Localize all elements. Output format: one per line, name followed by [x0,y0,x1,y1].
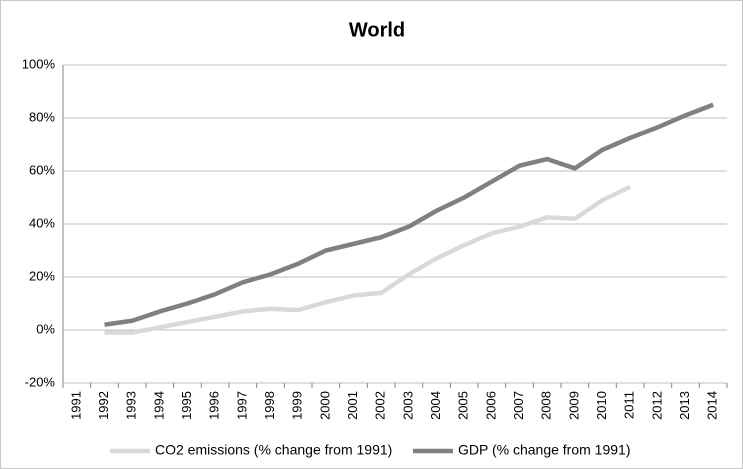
x-tick-label: 2003 [400,391,415,420]
y-tick-label: 20% [29,268,55,283]
x-tick-label: 2011 [622,391,637,419]
x-tick-label: 2000 [317,391,332,420]
x-tick-label: 1993 [124,391,139,420]
y-tick-label: 40% [29,215,55,230]
x-tick-label: 2013 [677,391,692,420]
x-tick-label: 2014 [705,391,720,420]
x-tick-label: 1996 [207,391,222,420]
y-tick-label: 0% [36,321,55,336]
x-tick-label: 1999 [290,391,305,420]
x-tick-label: 1992 [96,391,111,420]
y-tick-label: 60% [29,162,55,177]
x-tick-label: 2002 [373,391,388,420]
x-tick-label: 2007 [511,391,526,420]
series-line [104,102,714,327]
x-tick-label: 1997 [234,391,249,420]
x-tick-label: 2010 [594,391,609,420]
y-tick-label: 100% [22,56,56,71]
y-tick-label: 80% [29,109,55,124]
legend-label: GDP (% change from 1991) [458,442,631,458]
x-tick-label: 1995 [179,391,194,420]
chart-title: World [349,19,405,41]
x-tick-label: 2004 [428,391,443,420]
legend-label: CO2 emissions (% change from 1991) [155,442,392,458]
x-tick-label: 2001 [345,391,360,420]
x-tick-label: 2012 [649,391,664,420]
series-line [104,184,632,335]
x-tick-label: 2009 [566,391,581,420]
x-tick-label: 2008 [539,391,554,420]
x-tick-label: 1998 [262,391,277,420]
x-tick-label: 2005 [456,391,471,420]
y-tick-label: -20% [25,374,56,389]
x-tick-label: 1991 [68,391,83,420]
x-tick-label: 1994 [151,391,166,420]
x-tick-label: 2006 [483,391,498,420]
